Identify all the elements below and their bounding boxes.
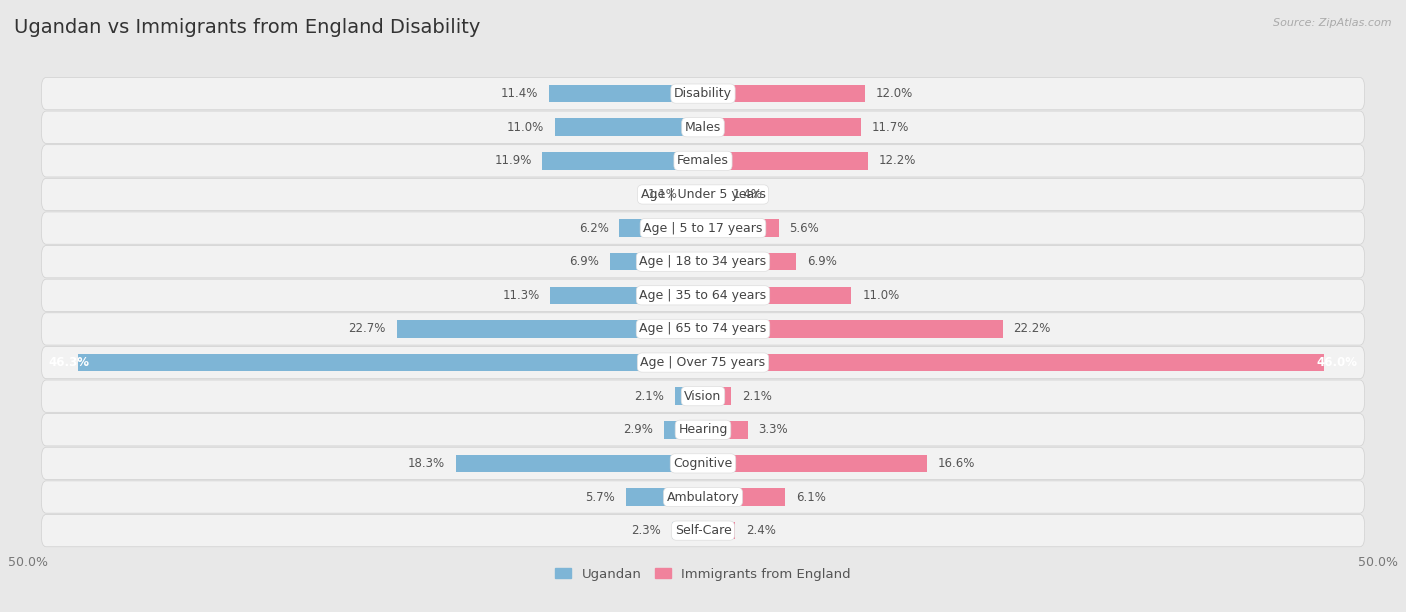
Text: 11.0%: 11.0%	[862, 289, 900, 302]
Bar	[672, 522, 703, 539]
Text: 11.4%: 11.4%	[501, 87, 538, 100]
Text: 18.3%: 18.3%	[408, 457, 446, 470]
Text: 22.2%: 22.2%	[1014, 323, 1050, 335]
FancyBboxPatch shape	[41, 212, 1365, 244]
Text: 46.3%: 46.3%	[48, 356, 90, 369]
Text: Ambulatory: Ambulatory	[666, 490, 740, 504]
Text: 5.7%: 5.7%	[585, 490, 616, 504]
Text: Vision: Vision	[685, 390, 721, 403]
Text: 2.4%: 2.4%	[747, 524, 776, 537]
Text: 22.7%: 22.7%	[349, 323, 385, 335]
Text: 12.2%: 12.2%	[879, 154, 915, 167]
Text: 2.1%: 2.1%	[742, 390, 772, 403]
Bar	[703, 320, 1002, 338]
Bar	[703, 85, 865, 102]
Bar	[703, 354, 1324, 371]
FancyBboxPatch shape	[41, 78, 1365, 110]
Bar	[664, 421, 703, 439]
Text: 6.2%: 6.2%	[579, 222, 609, 234]
FancyBboxPatch shape	[41, 481, 1365, 513]
Bar	[703, 119, 860, 136]
Text: 2.9%: 2.9%	[623, 424, 652, 436]
Text: 11.0%: 11.0%	[506, 121, 544, 134]
Text: 11.9%: 11.9%	[494, 154, 531, 167]
Bar	[703, 152, 868, 170]
Bar	[610, 253, 703, 271]
Text: 16.6%: 16.6%	[938, 457, 976, 470]
Text: 12.0%: 12.0%	[876, 87, 912, 100]
Text: Hearing: Hearing	[678, 424, 728, 436]
FancyBboxPatch shape	[41, 414, 1365, 446]
Bar	[688, 185, 703, 203]
Text: Cognitive: Cognitive	[673, 457, 733, 470]
Bar	[703, 219, 779, 237]
Text: Source: ZipAtlas.com: Source: ZipAtlas.com	[1274, 18, 1392, 28]
Text: 2.3%: 2.3%	[631, 524, 661, 537]
Text: 5.6%: 5.6%	[789, 222, 820, 234]
Bar	[550, 85, 703, 102]
Bar	[703, 286, 852, 304]
Bar	[675, 387, 703, 405]
FancyBboxPatch shape	[41, 313, 1365, 345]
Text: Disability: Disability	[673, 87, 733, 100]
Text: 46.0%: 46.0%	[1316, 356, 1358, 369]
Text: Age | 5 to 17 years: Age | 5 to 17 years	[644, 222, 762, 234]
Bar	[396, 320, 703, 338]
FancyBboxPatch shape	[41, 178, 1365, 211]
FancyBboxPatch shape	[41, 279, 1365, 312]
FancyBboxPatch shape	[41, 346, 1365, 379]
Text: 1.4%: 1.4%	[733, 188, 762, 201]
FancyBboxPatch shape	[41, 515, 1365, 547]
FancyBboxPatch shape	[41, 111, 1365, 143]
Text: Age | 65 to 74 years: Age | 65 to 74 years	[640, 323, 766, 335]
Bar	[626, 488, 703, 506]
Text: 6.9%: 6.9%	[807, 255, 837, 268]
Text: 6.9%: 6.9%	[569, 255, 599, 268]
Bar	[703, 185, 721, 203]
Bar	[703, 455, 927, 472]
Bar	[703, 522, 735, 539]
Text: 2.1%: 2.1%	[634, 390, 664, 403]
Text: Males: Males	[685, 121, 721, 134]
Text: Age | Under 5 years: Age | Under 5 years	[641, 188, 765, 201]
Text: Females: Females	[678, 154, 728, 167]
Text: 11.3%: 11.3%	[502, 289, 540, 302]
FancyBboxPatch shape	[41, 245, 1365, 278]
Legend: Ugandan, Immigrants from England: Ugandan, Immigrants from England	[548, 561, 858, 587]
Bar	[79, 354, 703, 371]
Bar	[551, 286, 703, 304]
Bar	[456, 455, 703, 472]
Text: Age | 35 to 64 years: Age | 35 to 64 years	[640, 289, 766, 302]
Bar	[619, 219, 703, 237]
Text: 6.1%: 6.1%	[796, 490, 825, 504]
FancyBboxPatch shape	[41, 380, 1365, 412]
Bar	[703, 488, 786, 506]
Text: Age | Over 75 years: Age | Over 75 years	[641, 356, 765, 369]
FancyBboxPatch shape	[41, 144, 1365, 177]
Text: Age | 18 to 34 years: Age | 18 to 34 years	[640, 255, 766, 268]
Bar	[543, 152, 703, 170]
Bar	[703, 421, 748, 439]
FancyBboxPatch shape	[41, 447, 1365, 480]
Bar	[703, 387, 731, 405]
Text: Self-Care: Self-Care	[675, 524, 731, 537]
Text: 1.1%: 1.1%	[648, 188, 678, 201]
Text: 3.3%: 3.3%	[758, 424, 787, 436]
Text: 11.7%: 11.7%	[872, 121, 910, 134]
Bar	[554, 119, 703, 136]
Bar	[703, 253, 796, 271]
Text: Ugandan vs Immigrants from England Disability: Ugandan vs Immigrants from England Disab…	[14, 18, 481, 37]
